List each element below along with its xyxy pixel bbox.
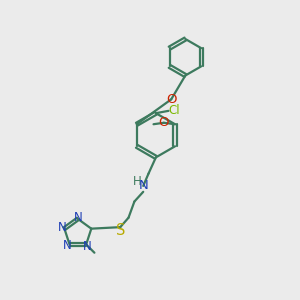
Text: O: O bbox=[159, 116, 169, 129]
Text: Cl: Cl bbox=[169, 104, 180, 117]
Text: S: S bbox=[116, 223, 125, 238]
Text: N: N bbox=[58, 221, 66, 234]
Text: H: H bbox=[132, 175, 141, 188]
Text: N: N bbox=[139, 179, 149, 192]
Text: N: N bbox=[74, 211, 83, 224]
Text: N: N bbox=[63, 239, 72, 252]
Text: O: O bbox=[166, 93, 176, 106]
Text: N: N bbox=[82, 240, 91, 253]
